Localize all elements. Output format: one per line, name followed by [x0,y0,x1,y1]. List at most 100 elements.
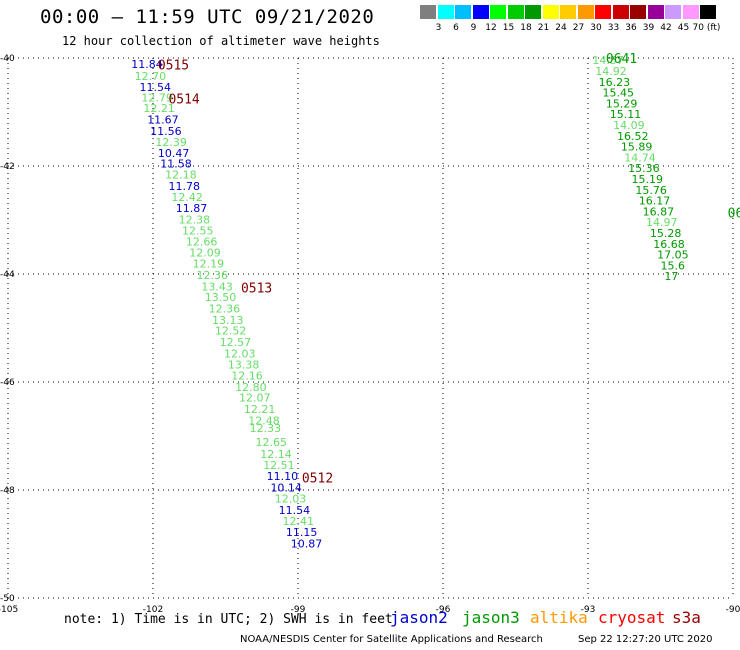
legend-swatch [577,5,594,19]
wave-height-label: 14.09 [613,119,645,132]
wave-height-label: 12.36 [197,269,229,282]
wave-height-label: 11.10 [267,470,299,483]
wave-height-label: 11.56 [150,125,182,138]
legend-swatch [472,5,489,19]
wave-height-label: 15.45 [603,87,635,100]
wave-height-label: 12.38 [179,213,211,226]
legend-swatch [595,5,611,19]
wave-height-label: 16.52 [617,130,649,143]
wave-height-label: 14.92 [595,65,627,78]
wave-height-label: 12.55 [182,224,214,237]
wave-height-label: 12.07 [239,392,270,405]
wave-height-label: 10.87 [291,537,323,550]
wave-height-label: 12.48 [248,414,280,427]
wave-height-label: 17 [664,270,678,283]
latitude-tick-label: -46 [0,378,15,388]
wave-height-label: 12.79 [141,91,173,104]
wave-height-label: 12.36 [209,303,241,316]
legend-label: 15 [502,23,515,33]
legend-label: 30 [590,23,602,33]
wave-height-label: 11.87 [176,202,208,215]
satellite-jason2: jason2 [390,608,448,627]
wave-height-label: 12.70 [135,70,167,83]
wave-height-label: 15.36 [628,162,660,175]
wave-height-label: 11.58 [160,157,192,170]
wave-height-label: 17.05 [657,249,689,262]
legend-label: 33 [607,23,620,33]
wave-height-label: 13.38 [228,359,260,372]
wave-height-label: 12.19 [193,258,225,271]
time-label: 0513 [241,282,272,297]
wave-height-label: 11.54 [279,504,311,517]
legend-label: 12 [485,23,497,33]
wave-height-label: 16.23 [599,76,631,89]
legend-swatch [525,5,541,19]
wave-height-label: 15.89 [621,141,653,154]
satellite-altika: altika [530,608,588,627]
wave-height-label: 15.19 [632,173,664,186]
wave-height-label: 12.41 [283,515,315,528]
wave-height-label: 16.17 [639,195,671,208]
legend-label: 36 [625,23,637,33]
wave-height-label: 15.11 [610,108,642,121]
units-note: note: 1) Time is in UTC; 2) SWH is in fe… [64,612,393,627]
wave-height-label: 11.67 [147,114,179,127]
wave-height-label: 15.28 [650,227,682,240]
wave-height-label: 13.50 [205,291,237,304]
satellite-cryosat: cryosat [598,608,666,627]
wave-height-label: 12.03 [275,493,307,506]
wave-height-label: 15.29 [606,97,638,110]
latitude-tick-label: -48 [0,486,15,496]
longitude-tick-label: -93 [581,605,596,615]
latitude-tick-label: -42 [0,162,15,172]
wave-height-label: 11.54 [139,81,171,94]
legend-label: 70 (ft) [692,23,721,33]
wave-height-label: 12.39 [155,136,187,149]
legend-label: 24 [555,23,567,33]
latitude-tick-label: -40 [0,54,15,64]
map-subtitle: 12 hour collection of altimeter wave hei… [62,34,380,48]
wave-height-label: 12.65 [255,436,287,449]
legend-swatch [437,5,454,19]
wave-height-label: 12.09 [189,246,221,259]
wave-height-label: 11.78 [168,180,200,193]
legend-label: 9 [470,23,477,33]
legend-label: 39 [642,23,655,33]
wave-height-label: 13.43 [201,280,233,293]
legend-swatch [455,5,471,19]
wave-height-label: 14.74 [624,151,656,164]
wave-height-label: 12.66 [186,236,218,249]
legend-label: 27 [572,23,585,33]
satellite-jason3: jason3 [462,608,520,627]
wave-height-label: 14.57 [592,54,624,67]
legend-label: 6 [453,23,459,33]
latitude-tick-label: -50 [0,594,15,604]
wave-height-label: 14.97 [646,216,678,229]
legend-swatch [630,5,646,19]
legend-swatch [507,5,524,19]
wave-height-label: 13.13 [212,314,244,327]
latitude-tick-label: -44 [0,270,15,280]
legend-swatch [420,5,436,19]
wave-height-label: 12.52 [215,325,247,338]
wave-height-label: 15.6 [661,259,686,272]
legend-swatch [490,5,506,19]
legend-swatch [682,5,699,19]
legend-swatch [612,5,629,19]
longitude-tick-label: -102 [143,605,163,615]
longitude-tick-label: -105 [0,605,18,615]
wave-height-label: 10.47 [158,147,190,160]
wave-height-label: 12.03 [224,347,256,360]
legend-label: 18 [520,23,532,33]
wave-height-label: 12.33 [250,422,282,435]
longitude-tick-label: -99 [291,605,306,615]
legend-swatch [647,5,664,19]
wave-height-label: 16.87 [643,205,675,218]
longitude-tick-label: -90 [726,605,740,615]
wave-height-label: 16.68 [653,238,685,251]
legend-swatch [665,5,681,19]
wave-height-label: 12.51 [263,459,295,472]
generated-date: Sep 22 12:27:20 UTC 2020 [578,634,713,645]
wave-height-label: 10.14 [270,481,302,494]
